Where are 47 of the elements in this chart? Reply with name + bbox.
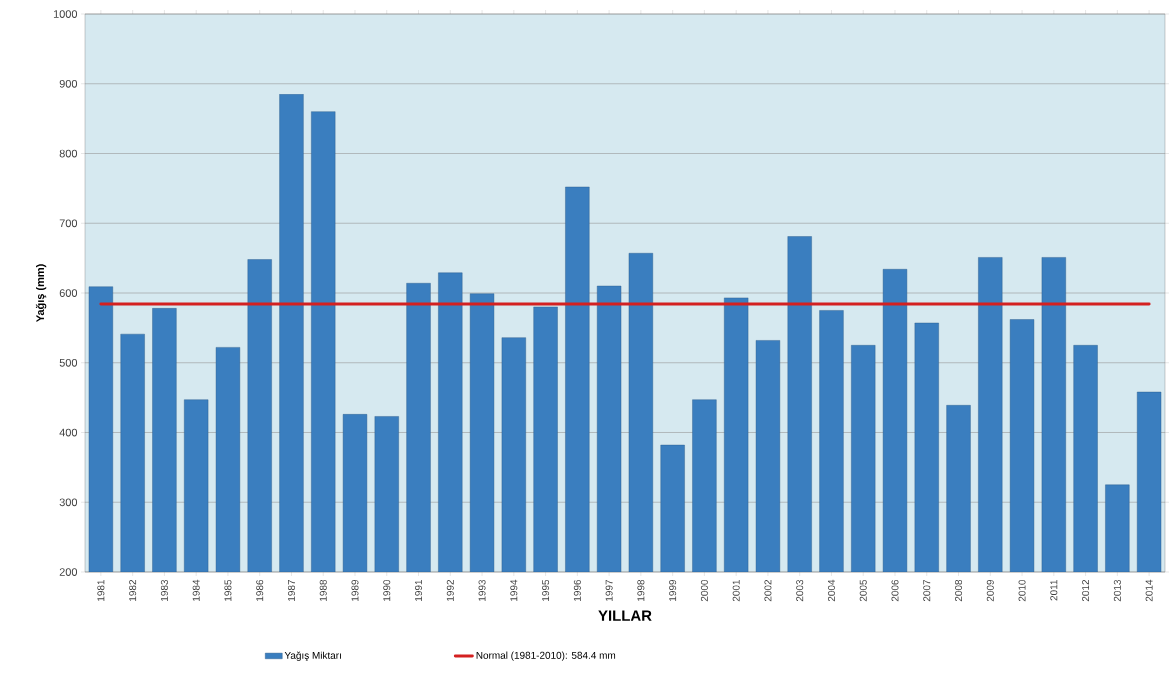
x-tick-label: 1991 — [415, 579, 423, 601]
y-tick-label: 200 — [59, 568, 78, 576]
x-tick-label: 2000 — [700, 579, 708, 602]
x-tick-label: 2003 — [796, 579, 804, 602]
x-tick-label: 1981 — [97, 579, 105, 601]
x-tick-label: 2011 — [1050, 579, 1058, 601]
x-tick-label: 1989 — [351, 579, 359, 601]
y-tick-label: 800 — [59, 149, 78, 158]
x-tick-label: 1994 — [510, 579, 518, 601]
y-tick-label: 300 — [59, 498, 78, 507]
x-tick-label: 1992 — [446, 580, 454, 601]
x-tick-label: 2005 — [859, 579, 867, 602]
y-tick-label: 400 — [59, 428, 78, 437]
x-tick-label: 1999 — [669, 579, 677, 601]
x-tick-label: 1982 — [129, 580, 137, 601]
x-tick-label: 1997 — [605, 580, 613, 601]
x-tick-label: 2008 — [955, 579, 963, 602]
x-tick-label: 2009 — [986, 579, 994, 602]
x-tick-label: 1996 — [573, 579, 581, 601]
x-tick-label: 1985 — [224, 579, 232, 601]
x-tick-label: 1998 — [637, 579, 645, 601]
y-tick-label: 900 — [59, 79, 78, 88]
y-tick-label: 700 — [59, 219, 78, 228]
x-tick-label: 2013 — [1113, 579, 1121, 602]
x-tick-label: 1987 — [287, 580, 295, 601]
x-tick-label: 1984 — [192, 579, 200, 601]
x-tick-label: 2012 — [1082, 580, 1090, 602]
x-tick-label: 2007 — [923, 580, 931, 602]
x-tick-label: 2004 — [827, 579, 835, 602]
x-tick-label: 2010 — [1018, 579, 1026, 602]
y-tick-label: 600 — [59, 289, 78, 297]
legend-label: Normal (1981-2010): 584.4 mm — [476, 651, 616, 661]
x-tick-label: 2014 — [1145, 579, 1153, 602]
legend-label: Yağış Miktarı — [284, 651, 341, 661]
x-tick-label: 1995 — [542, 579, 550, 601]
x-tick-label: 2002 — [764, 580, 772, 602]
x-tick-label: 1993 — [478, 579, 486, 601]
x-tick-label: 2006 — [891, 579, 899, 602]
x-axis-title: YILLAR — [598, 610, 652, 621]
y-tick-label: 1000 — [53, 10, 78, 18]
y-tick-label: 500 — [59, 358, 78, 367]
x-tick-label: 2001 — [732, 579, 740, 602]
x-tick-label: 1990 — [383, 579, 391, 601]
x-tick-label: 1988 — [319, 579, 327, 601]
x-tick-label: 1983 — [160, 579, 168, 601]
x-tick-label: 1986 — [256, 579, 264, 601]
y-axis-title: Yağış (mm) — [35, 264, 47, 323]
